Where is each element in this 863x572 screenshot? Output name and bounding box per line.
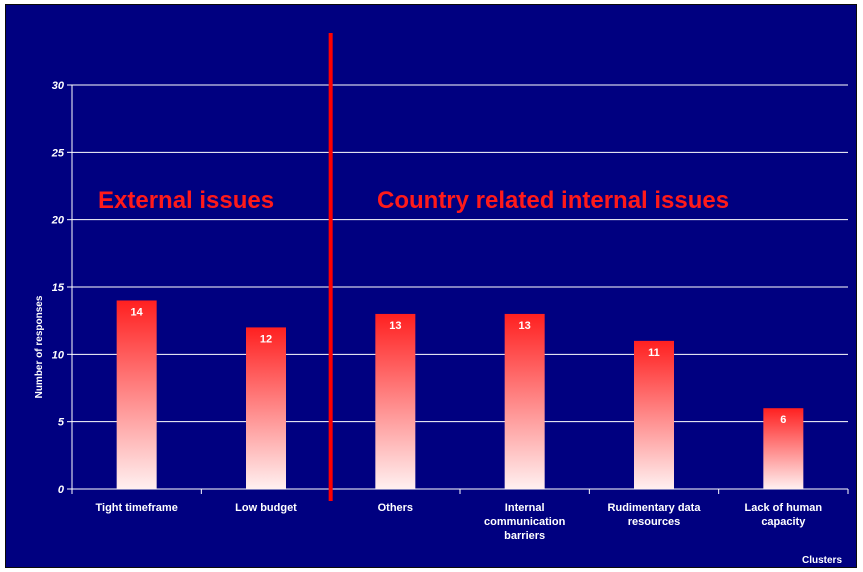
x-axis-title: Clusters xyxy=(802,555,842,566)
gridlines xyxy=(67,84,849,494)
bar-value-label: 14 xyxy=(131,306,144,318)
x-category-label: Rudimentary data resources xyxy=(608,502,702,528)
bar-chart: 0 5 10 15 20 25 30 14 Tight timeframe 12 Low budge… xyxy=(34,33,849,566)
bar-value-label: 12 xyxy=(260,333,272,345)
labels: 0 5 10 15 20 25 30 14 Tight timeframe 12 Low budge… xyxy=(34,80,842,566)
bar xyxy=(763,408,804,489)
bar-value-label: 13 xyxy=(519,320,531,332)
bar xyxy=(504,313,545,489)
bar-value-label: 11 xyxy=(648,347,660,359)
y-tick-label: 5 xyxy=(58,417,65,429)
x-category-label: Low budget xyxy=(235,502,297,514)
bar xyxy=(375,313,416,489)
y-tick-label: 10 xyxy=(52,349,65,361)
x-category-label: Internal communication barriers xyxy=(484,502,566,542)
bar xyxy=(116,300,157,489)
y-tick-label: 0 xyxy=(58,484,65,496)
x-category-label: Lack of human capacity xyxy=(745,502,823,528)
chart-frame: 0 5 10 15 20 25 30 14 Tight timeframe 12 Low budge… xyxy=(5,4,857,568)
bars xyxy=(116,33,804,501)
x-category-label: Tight timeframe xyxy=(96,502,178,514)
y-tick-label: 25 xyxy=(51,147,65,159)
bar-value-label: 6 xyxy=(780,414,786,426)
y-tick-label: 30 xyxy=(52,80,65,92)
bar-value-label: 13 xyxy=(389,320,401,332)
group-label-internal: Country related internal issues xyxy=(377,187,729,214)
bar xyxy=(246,327,286,489)
y-tick-label: 15 xyxy=(52,282,65,294)
y-tick-label: 20 xyxy=(51,215,65,227)
group-label-external: External issues xyxy=(98,187,274,214)
y-axis-title: Number of responses xyxy=(34,295,45,398)
bar xyxy=(634,340,674,489)
x-category-label: Others xyxy=(378,502,413,514)
